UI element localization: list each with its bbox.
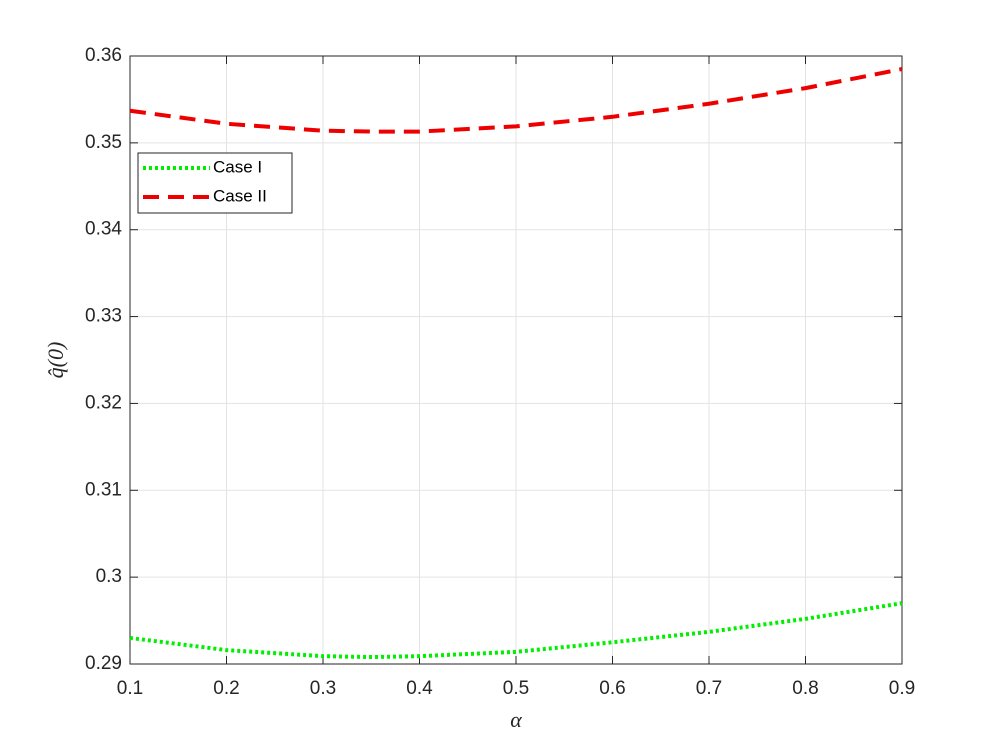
series-line <box>129 601 903 660</box>
x-tick-label: 0.1 <box>117 678 143 699</box>
legend-label: Case II <box>213 186 267 205</box>
plot-frame <box>129 55 903 665</box>
x-tick-label: 0.9 <box>889 678 915 699</box>
x-tick-label: 0.7 <box>696 678 722 699</box>
legend-label: Case I <box>213 157 262 176</box>
x-tick-label: 0.2 <box>213 678 239 699</box>
x-tick-label: 0.5 <box>503 678 529 699</box>
y-tick-label: 0.31 <box>85 479 122 500</box>
y-tick-label: 0.34 <box>85 219 122 240</box>
x-tick-label: 0.4 <box>406 678 433 699</box>
x-tick-label: 0.6 <box>599 678 625 699</box>
y-axis-label: q̂(0) <box>43 342 68 379</box>
series-line <box>129 67 903 134</box>
y-tick-label: 0.32 <box>85 392 122 413</box>
y-tick-label: 0.35 <box>85 132 122 153</box>
y-tick-label: 0.29 <box>85 653 122 674</box>
y-tick-label: 0.33 <box>85 306 122 327</box>
legend-box <box>137 152 293 214</box>
x-axis-label: α <box>510 707 522 732</box>
y-tick-label: 0.36 <box>85 45 122 66</box>
x-tick-label: 0.3 <box>310 678 336 699</box>
x-tick-label: 0.8 <box>792 678 818 699</box>
y-tick-label: 0.3 <box>96 566 122 587</box>
